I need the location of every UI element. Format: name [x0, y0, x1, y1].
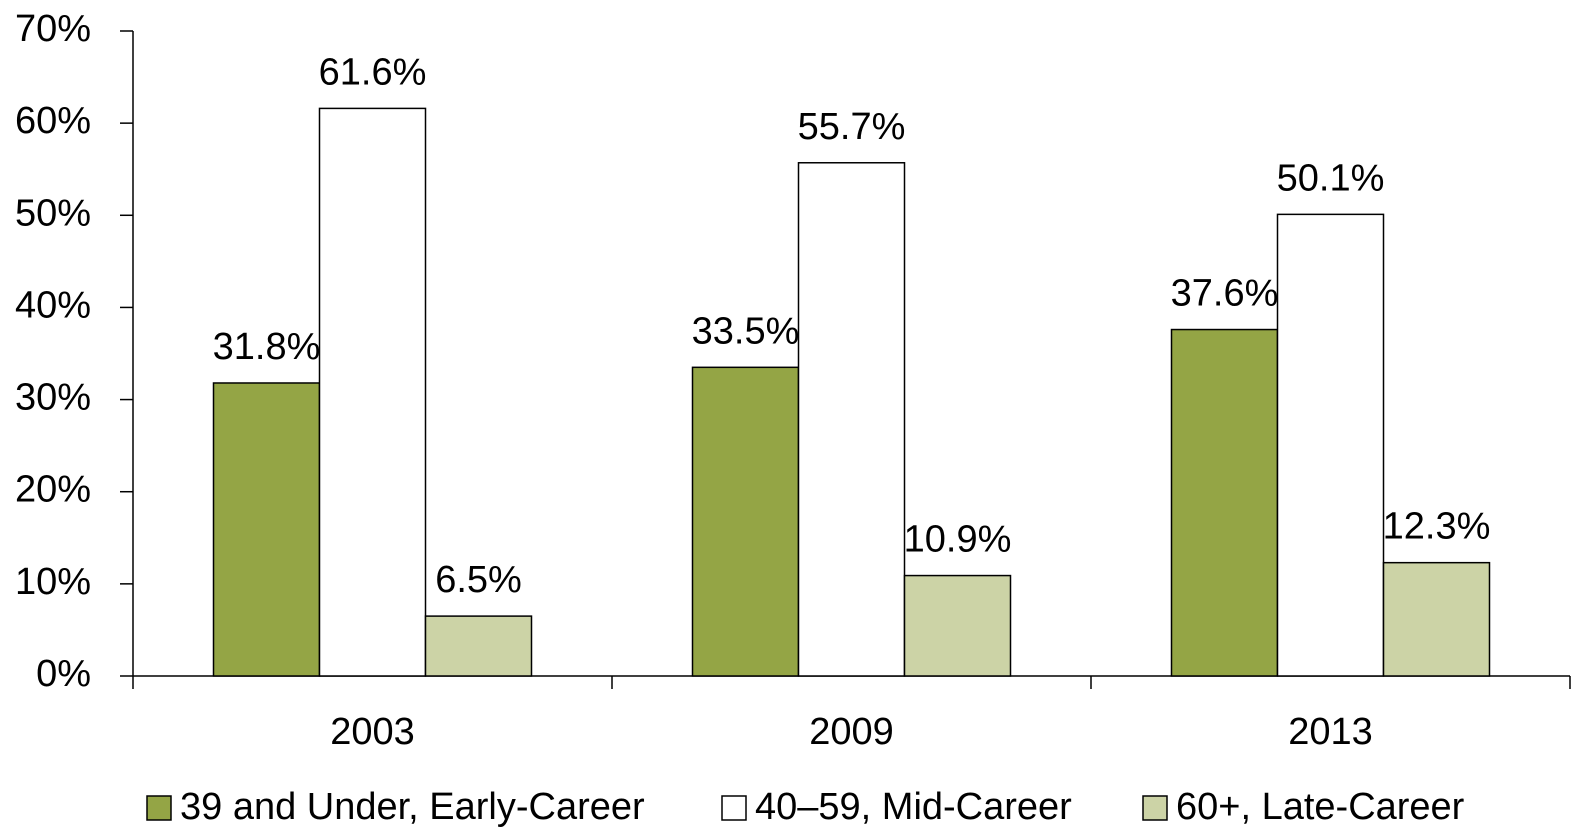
bar: [1170, 328, 1279, 677]
y-tick-label: 60%: [15, 100, 91, 142]
legend-label: 40–59, Mid-Career: [755, 786, 1072, 828]
y-tick-label: 30%: [15, 377, 91, 419]
value-label: 55.7%: [798, 106, 906, 148]
y-tick-label: 10%: [15, 561, 91, 603]
value-label: 50.1%: [1277, 157, 1385, 199]
x-tick-label: 2003: [330, 711, 415, 753]
bar: [797, 162, 906, 677]
bar: [903, 574, 1012, 677]
legend-label: 39 and Under, Early-Career: [180, 786, 645, 828]
bar: [1276, 213, 1385, 677]
value-label: 37.6%: [1171, 273, 1279, 315]
y-tick-label: 50%: [15, 192, 91, 234]
x-tick-label: 2013: [1288, 711, 1373, 753]
y-tick-label: 70%: [15, 8, 91, 50]
x-tick-label: 2009: [809, 711, 894, 753]
bar: [424, 615, 533, 677]
value-label: 6.5%: [435, 559, 522, 601]
bar: [1382, 561, 1491, 677]
value-label: 33.5%: [692, 310, 800, 352]
value-label: 12.3%: [1383, 506, 1491, 548]
value-label: 10.9%: [904, 519, 1012, 561]
value-label: 61.6%: [319, 51, 427, 93]
legend-label: 60+, Late-Career: [1176, 786, 1465, 828]
y-tick-label: 20%: [15, 469, 91, 511]
legend-swatch: [721, 795, 747, 821]
bar: [212, 382, 321, 677]
bar: [691, 366, 800, 677]
y-tick-label: 40%: [15, 284, 91, 326]
y-tick-label: 0%: [36, 653, 91, 695]
legend-swatch: [1142, 795, 1168, 821]
bar: [318, 107, 427, 677]
legend-swatch: [146, 795, 172, 821]
value-label: 31.8%: [213, 326, 321, 368]
